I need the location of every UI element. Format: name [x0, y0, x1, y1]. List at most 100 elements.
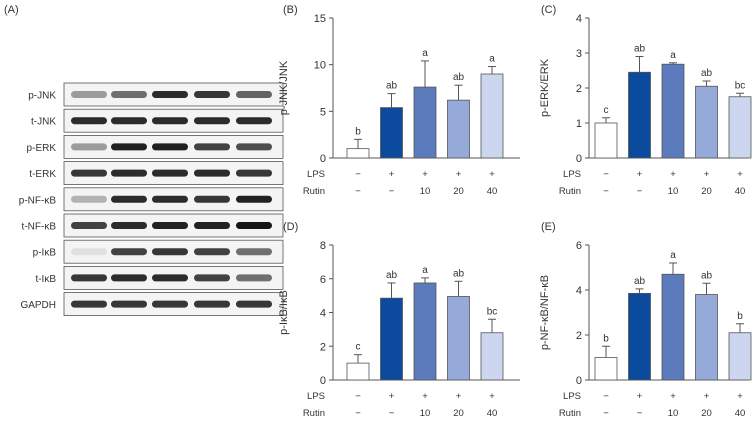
significance-letter: ab: [386, 81, 398, 92]
y-tick-label: 4: [320, 308, 326, 320]
rutin-cell: −: [355, 186, 361, 197]
blot-band: [71, 248, 107, 256]
blot-band: [194, 300, 230, 308]
blot-band: [71, 274, 107, 282]
lps-cell: +: [637, 391, 643, 402]
rutin-cell: −: [603, 408, 609, 419]
blot-band: [71, 117, 107, 125]
blot-band: [236, 91, 272, 98]
lps-cell: −: [603, 391, 609, 402]
blot-band: [194, 274, 230, 282]
row-label-rutin: Rutin: [559, 408, 581, 419]
lps-cell: +: [737, 169, 743, 180]
blot-band: [152, 195, 188, 203]
blot-band: [236, 143, 272, 151]
significance-letter: c: [356, 342, 361, 353]
blot-band: [194, 91, 230, 98]
significance-letter: ab: [634, 44, 646, 55]
blot-label: p-JNK: [28, 91, 56, 102]
blot-band: [236, 195, 272, 203]
rutin-cell: 10: [420, 186, 431, 197]
rutin-cell: 20: [453, 186, 464, 197]
bar: [695, 294, 718, 381]
significance-letter: bc: [735, 80, 746, 91]
blot-label: p-NF-κB: [19, 195, 57, 206]
blot-band: [236, 169, 272, 177]
bar: [594, 357, 618, 381]
rutin-cell: 10: [668, 186, 679, 197]
blot-label: t-JNK: [31, 117, 56, 128]
y-tick-label: 0: [320, 375, 326, 387]
significance-letter: ab: [453, 72, 465, 83]
blot-band: [71, 222, 107, 229]
blot-band: [71, 195, 107, 203]
significance-letter: b: [737, 311, 743, 322]
lps-cell: +: [422, 391, 428, 402]
lps-cell: +: [389, 391, 395, 402]
lps-cell: +: [389, 169, 395, 180]
blot-band: [111, 274, 147, 282]
blot-band: [152, 222, 188, 229]
row-label-rutin: Rutin: [303, 186, 325, 197]
blot-band: [152, 300, 188, 308]
y-tick-label: 4: [576, 13, 582, 25]
y-tick-label: 0: [320, 153, 326, 165]
blot-label: p-IκB: [33, 248, 57, 259]
lps-cell: +: [670, 391, 676, 402]
y-tick-label: 5: [320, 106, 326, 118]
rutin-cell: 10: [420, 408, 431, 419]
blot-label: t-NF-κB: [22, 222, 57, 233]
blot-band: [236, 300, 272, 308]
lps-cell: +: [704, 391, 710, 402]
row-label-rutin: Rutin: [559, 186, 581, 197]
y-tick-label: 8: [320, 240, 326, 252]
significance-letter: ab: [453, 268, 465, 279]
significance-letter: b: [603, 333, 609, 344]
blot-band: [194, 169, 230, 177]
y-tick-label: 0: [576, 375, 582, 387]
lps-cell: +: [489, 391, 495, 402]
significance-letter: ab: [701, 68, 713, 79]
y-axis-label: p-ERK/ERK: [539, 58, 551, 117]
rutin-cell: −: [637, 186, 643, 197]
row-label-rutin: Rutin: [303, 408, 325, 419]
y-tick-label: 2: [576, 330, 582, 342]
blot-band: [194, 222, 230, 229]
lps-cell: +: [456, 391, 462, 402]
row-label-lps: LPS: [563, 391, 581, 402]
blot-band: [152, 248, 188, 256]
blot-band: [194, 143, 230, 151]
y-tick-label: 10: [314, 60, 326, 72]
y-tick-label: 2: [576, 83, 582, 95]
blot-band: [71, 143, 107, 151]
western-blot-panel: p-JNK t-JNK p-ERK t-ERK p-NF-κB t-NF-κB p-IκB t…: [19, 82, 284, 317]
lps-cell: +: [489, 169, 495, 180]
blot-band: [111, 248, 147, 256]
rutin-cell: −: [603, 186, 609, 197]
y-tick-label: 0: [576, 153, 582, 165]
blot-band: [111, 91, 147, 98]
rutin-cell: 40: [735, 408, 746, 419]
row-label-lps: LPS: [307, 391, 325, 402]
blot-band: [194, 248, 230, 256]
significance-letter: a: [422, 265, 428, 276]
y-axis-label: p-NF-κB/NF-κB: [539, 275, 551, 350]
rutin-cell: −: [389, 408, 395, 419]
y-tick-label: 4: [576, 285, 582, 297]
lps-cell: −: [355, 169, 361, 180]
row-label-lps: LPS: [307, 169, 325, 180]
blot-band: [71, 91, 107, 98]
lps-cell: +: [737, 391, 743, 402]
blot-band: [152, 91, 188, 98]
blot-band: [152, 169, 188, 177]
lps-cell: −: [603, 169, 609, 180]
blot-band: [236, 117, 272, 125]
blot-band: [71, 300, 107, 308]
blot-band: [152, 274, 188, 282]
y-tick-label: 15: [314, 13, 326, 25]
significance-letter: ab: [386, 270, 398, 281]
blot-band: [152, 117, 188, 125]
bar: [628, 292, 651, 381]
panel-label-a: (A): [4, 4, 19, 16]
